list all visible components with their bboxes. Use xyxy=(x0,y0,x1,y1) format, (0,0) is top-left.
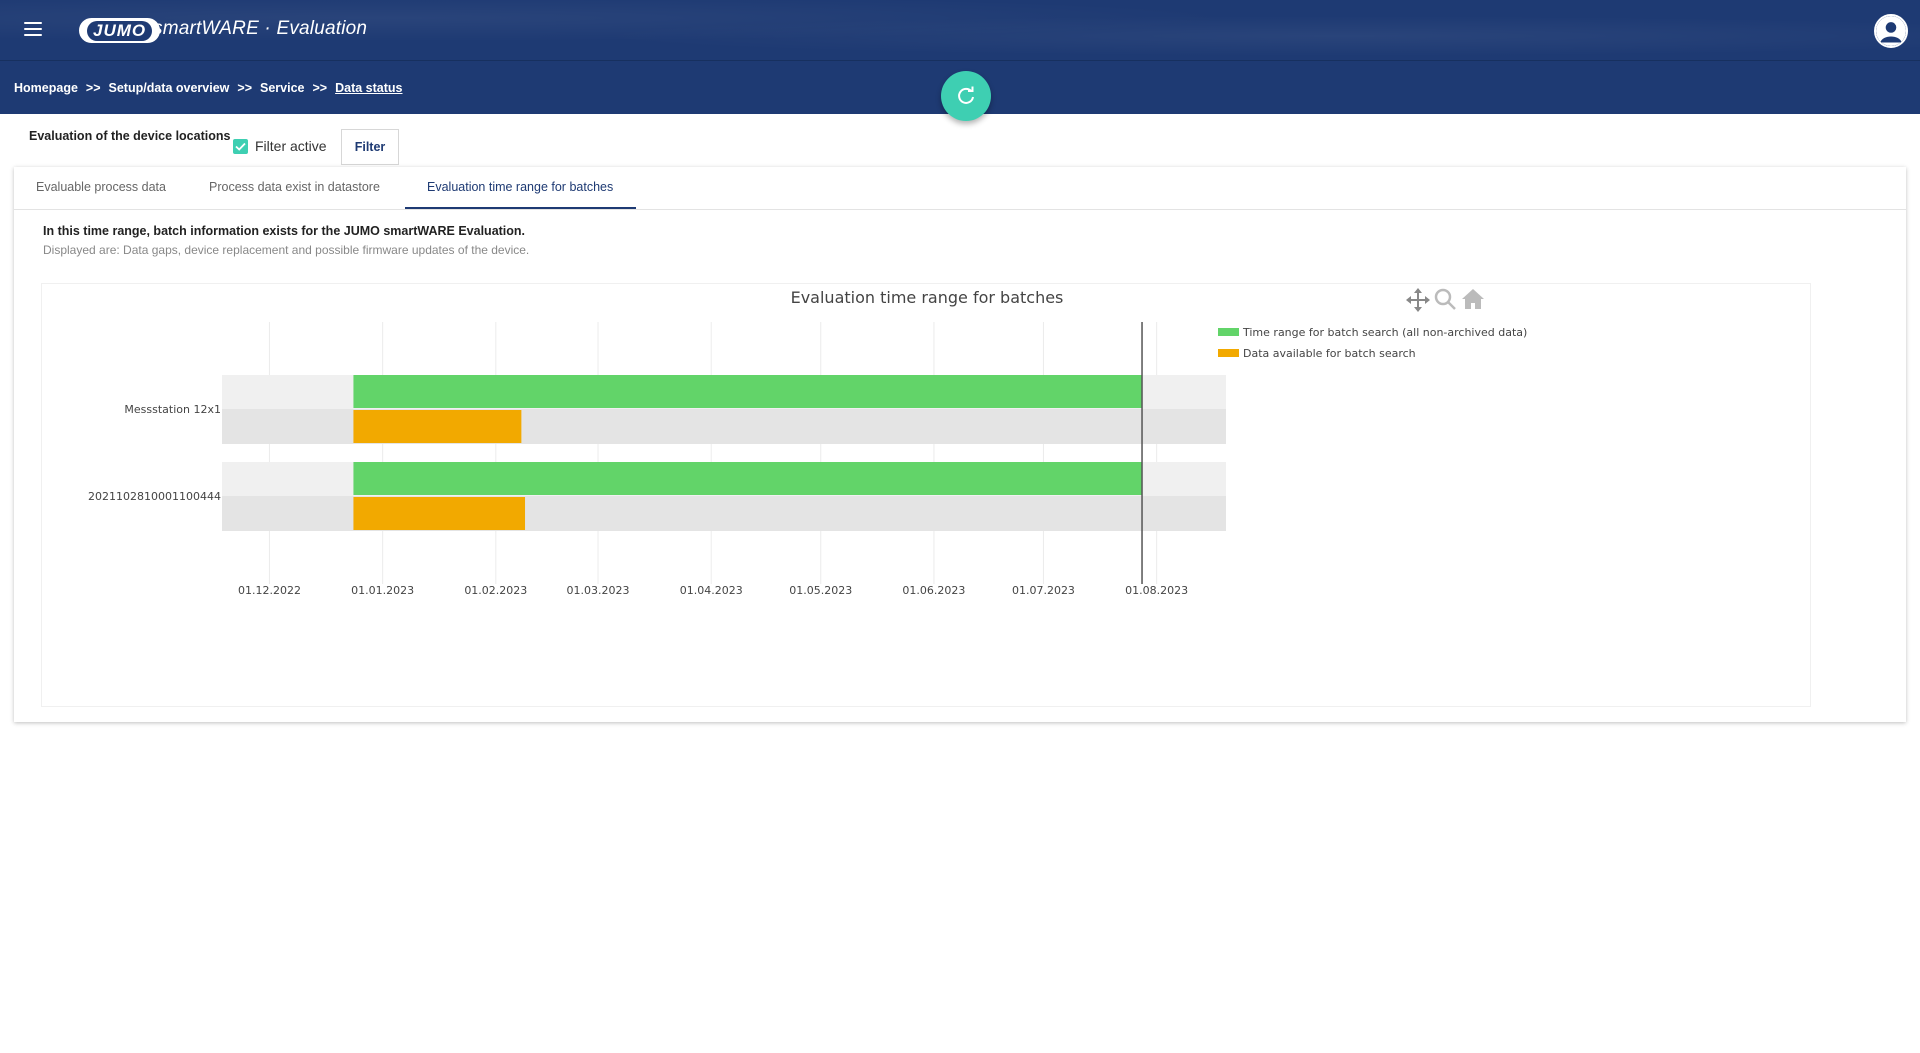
y-category-label: 2021102810001100444 xyxy=(88,490,221,503)
y-category-label: Messstation 12x1 xyxy=(124,403,221,416)
batch-time-range-chart: Evaluation time range for batches 01.12.2… xyxy=(41,283,1811,707)
x-tick-label: 01.07.2023 xyxy=(1012,584,1075,597)
breadcrumb-setup-data-overview[interactable]: Setup/data overview xyxy=(108,81,230,95)
breadcrumb-separator: >> xyxy=(312,81,328,95)
hamburger-menu-icon[interactable] xyxy=(24,22,42,36)
device-locations-label: Evaluation of the device locations xyxy=(29,129,231,143)
tab-bar: Evaluable process data Process data exis… xyxy=(14,167,1906,210)
pan-icon[interactable] xyxy=(1406,288,1430,312)
x-tick-label: 01.12.2022 xyxy=(238,584,301,597)
x-tick-label: 01.02.2023 xyxy=(464,584,527,597)
chart-title: Evaluation time range for batches xyxy=(791,288,1064,307)
x-tick-label: 01.04.2023 xyxy=(680,584,743,597)
bar-time-range[interactable] xyxy=(353,375,1143,408)
breadcrumb-data-status[interactable]: Data status xyxy=(335,81,403,95)
app-header: JUMO smartWARE · Evaluation xyxy=(0,0,1920,61)
checkmark-icon xyxy=(235,142,246,151)
bar-data-available[interactable] xyxy=(353,497,526,530)
active-tab-indicator xyxy=(405,207,636,209)
breadcrumb-separator: >> xyxy=(237,81,252,95)
breadcrumb: Homepage >> Setup/data overview >> Servi… xyxy=(14,81,402,95)
x-tick-label: 01.03.2023 xyxy=(567,584,630,597)
data-status-card: Evaluable process data Process data exis… xyxy=(14,167,1906,722)
refresh-icon xyxy=(958,86,974,104)
x-tick-label: 01.06.2023 xyxy=(902,584,965,597)
filter-active-label: Filter active xyxy=(255,138,327,154)
breadcrumb-homepage[interactable]: Homepage xyxy=(14,81,78,95)
user-avatar-icon[interactable] xyxy=(1874,14,1908,48)
info-title: In this time range, batch information ex… xyxy=(43,224,526,238)
tab-evaluation-time-range[interactable]: Evaluation time range for batches xyxy=(427,180,614,194)
tab-evaluable-process-data[interactable]: Evaluable process data xyxy=(36,180,166,194)
legend-label: Data available for batch search xyxy=(1243,347,1416,360)
breadcrumb-separator: >> xyxy=(85,81,101,95)
filter-button[interactable]: Filter xyxy=(341,129,399,165)
app-title: smartWARE · Evaluation xyxy=(153,18,368,39)
legend-swatch xyxy=(1218,349,1239,357)
breadcrumb-service[interactable]: Service xyxy=(260,81,305,95)
home-icon[interactable] xyxy=(1462,289,1484,309)
chart-svg: Evaluation time range for batches 01.12.2… xyxy=(88,288,1527,597)
filter-active-checkbox[interactable] xyxy=(233,139,248,154)
bar-data-available[interactable] xyxy=(353,410,522,443)
legend-label: Time range for batch search (all non-arc… xyxy=(1242,326,1527,339)
x-tick-label: 01.01.2023 xyxy=(351,584,414,597)
jumo-logo: JUMO xyxy=(79,18,161,43)
refresh-button[interactable] xyxy=(941,71,991,121)
legend-swatch xyxy=(1218,328,1239,336)
zoom-icon[interactable] xyxy=(1434,288,1456,310)
logo-text: JUMO xyxy=(87,20,153,41)
tab-process-data-datastore[interactable]: Process data exist in datastore xyxy=(209,180,380,194)
bar-time-range[interactable] xyxy=(353,462,1143,495)
x-tick-label: 01.08.2023 xyxy=(1125,584,1188,597)
x-tick-label: 01.05.2023 xyxy=(789,584,852,597)
info-subtitle: Displayed are: Data gaps, device replace… xyxy=(43,243,530,257)
